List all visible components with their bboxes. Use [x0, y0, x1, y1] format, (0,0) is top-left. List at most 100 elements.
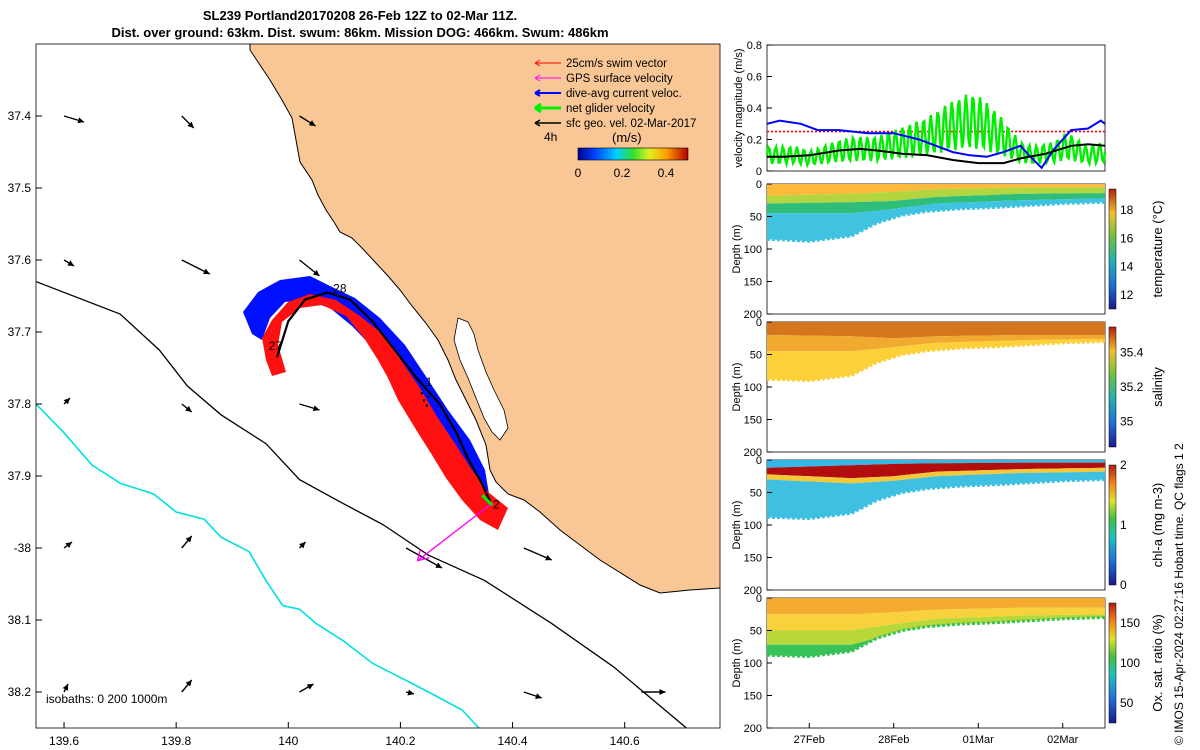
legend-gps-label: GPS surface velocity: [566, 73, 673, 85]
temperature-ylabel: Depth (m): [731, 225, 743, 274]
salinity-layer-0: [767, 322, 1105, 339]
oxsat-y-tick-label: 50: [750, 626, 762, 638]
velocity-series: [765, 94, 1107, 170]
geo-vector-head: [535, 693, 542, 699]
salinity-ylabel: Depth (m): [731, 363, 743, 412]
salinity-colorbar: [1108, 326, 1117, 448]
map-y-tick-label: 37.7: [8, 325, 32, 339]
oxsat-x-tick-label: 01Mar: [963, 734, 995, 746]
map-y-tick-label: 37.8: [8, 397, 32, 411]
map-x-tick-label: 140.6: [610, 734, 640, 748]
geo-vector: [299, 259, 320, 277]
salinity-y-tick-label: 150: [744, 415, 762, 427]
legend-interval-label: 4h: [544, 130, 557, 144]
salinity-layer-2: [767, 338, 1105, 381]
isobath-1000m: [36, 403, 480, 728]
velocity-ylabel: velocity magnitude (m/s): [733, 48, 745, 167]
salinity-colorbar-tick-label: 35: [1120, 414, 1134, 428]
oxsat-panel: 0 50 100 150 200 Depth (m) 50 100 150 Ox. sat. ra…: [731, 593, 1165, 746]
map-y-tick-label: 38.1: [8, 613, 32, 627]
geo-vector-head: [407, 689, 415, 696]
geo-vector: [641, 689, 666, 695]
velocity-panel: 0 0.2 0.4 0.6 0.8 velocity magnitude (m/s): [733, 40, 1107, 178]
salinity-y-tick-label: 200: [744, 447, 762, 459]
salinity-colorbar-label: salinity: [1150, 367, 1165, 407]
map-y-tick-label: 37.5: [8, 181, 32, 195]
depth-dot: [420, 392, 423, 395]
oxsat-colorbar-tick-label: 100: [1120, 656, 1140, 670]
legend-net-label: net glider velocity: [566, 103, 655, 115]
geo-vector: [405, 689, 415, 696]
depth-dot: [425, 404, 428, 407]
geo-vector-head: [62, 684, 69, 691]
temperature-layer-2: [767, 193, 1105, 214]
oxsat-bottom-edge: [766, 616, 1106, 659]
temperature-y-tick-label: 150: [744, 277, 762, 289]
geo-vector: [181, 535, 193, 549]
chla-colorbar-tick-label: 0: [1120, 578, 1127, 592]
chla-y-tick-label: 50: [750, 488, 762, 500]
day-label: 2: [493, 497, 500, 511]
map-colorbar-tick-label: 0: [575, 166, 582, 180]
temperature-y-tick-label: 50: [750, 212, 762, 224]
temperature-panel: 0 50 100 150 200 Depth (m) 12 14 16 18 temperature…: [731, 179, 1165, 321]
geo-vector: [299, 115, 316, 127]
map-frame: [35, 43, 721, 729]
velocity-y-tick-label: 0.6: [747, 72, 762, 84]
geo-vector-head: [659, 689, 666, 695]
geo-vector-head: [299, 542, 306, 549]
map-x-tick-label: 140.4: [498, 734, 528, 748]
chla-layer-3: [767, 471, 1105, 519]
legend-geo-label: sfc geo. vel. 02-Mar-2017: [566, 118, 696, 130]
geo-vector: [62, 683, 69, 693]
geo-vector-head: [187, 121, 194, 128]
legend-dive-avg-arrowhead: [534, 89, 541, 97]
legend-net-arrowhead: [534, 102, 542, 114]
geo-vector: [181, 115, 195, 129]
temperature-y-tick-label: 100: [744, 244, 762, 256]
chla-y-tick-label: 100: [744, 520, 762, 532]
depth-dot: [427, 395, 430, 398]
oxsat-x-tick-label: 28Feb: [878, 734, 909, 746]
salinity-colorbar-tick-label: 35.4: [1120, 346, 1144, 360]
net-velocity-vector: [481, 494, 494, 507]
chla-layer-2: [767, 467, 1105, 484]
island: [453, 317, 509, 441]
glider-track: [276, 291, 492, 502]
chla-bottom-edge: [766, 478, 1106, 521]
map-y-tick-label: -38: [14, 541, 32, 555]
salinity-bottom-edge: [766, 340, 1106, 383]
velocity-y-tick-label: 0.4: [747, 103, 762, 115]
geo-vector: [63, 397, 71, 405]
legend-swim-arrowhead: [534, 59, 541, 67]
depth-dot: [422, 399, 426, 402]
oxsat-x-tick-label: 27Feb: [794, 734, 825, 746]
salinity-colorbar-tick-label: 35.2: [1120, 380, 1144, 394]
temperature-y-tick-label: 0: [756, 179, 762, 191]
map-y-tick-label: 37.9: [8, 469, 32, 483]
map-colorbar: [577, 147, 689, 161]
velocity-y-tick-label: 0.8: [747, 40, 762, 52]
geo-vector-head: [545, 554, 552, 561]
salinity-layer-1: [767, 335, 1105, 352]
map-y-tick-label: 37.4: [8, 109, 32, 123]
glider-vector-fields: [243, 276, 508, 530]
chla-y-tick-label: 200: [744, 585, 762, 597]
map-legend: 25cm/s swim vector GPS surface velocity …: [534, 58, 696, 180]
geo-vector: [405, 547, 443, 569]
map-y-tick-label: 38.2: [8, 685, 32, 699]
salinity-panel: 0 50 100 150 200 Depth (m) 35 35.2 35.4 salinity: [731, 317, 1165, 459]
figure-title: SL239 Portland20170208 26-Feb 12Z to 02-…: [202, 8, 518, 23]
isobath-label: isobaths: 0 200 1000m: [46, 692, 167, 706]
figure-subtitle: Dist. over ground: 63km. Dist. swum: 86k…: [111, 25, 609, 40]
oxsat-x-tick-label: 02Mar: [1047, 734, 1079, 746]
geo-vector-head: [185, 405, 192, 412]
geo-vector-head: [203, 268, 210, 274]
temperature-colorbar: [1108, 188, 1117, 310]
chla-panel: 0 50 100 150 200 Depth (m) 0 1 2 chl-a (mg m-3): [731, 455, 1165, 597]
legend-geo-arrowhead: [534, 119, 541, 127]
velocity-y-tick-label: 0: [756, 166, 762, 178]
map-colorbar-label: (m/s): [612, 130, 642, 145]
velocity-y-tick-label: 0.2: [747, 135, 762, 147]
oxsat-colorbar-tick-label: 50: [1120, 696, 1134, 710]
